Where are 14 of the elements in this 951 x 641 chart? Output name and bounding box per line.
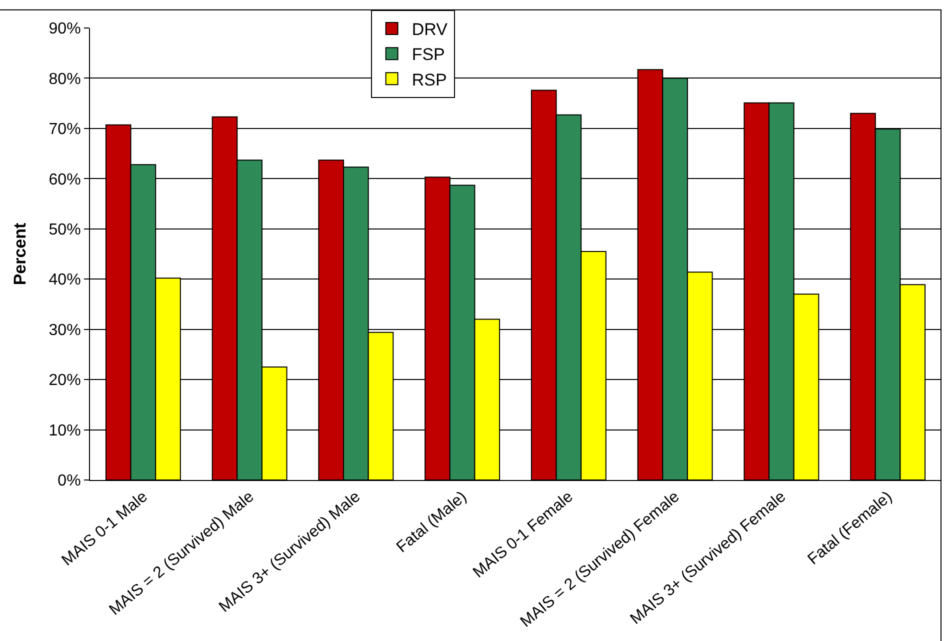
legend-label: DRV bbox=[412, 20, 448, 40]
y-axis-title: Percent bbox=[10, 222, 30, 286]
y-tick-label: 70% bbox=[48, 121, 81, 138]
y-tick-label: 0% bbox=[58, 472, 81, 490]
y-tick-label: 30% bbox=[48, 322, 81, 339]
legend-label: RSP bbox=[412, 70, 447, 90]
y-tick-label: 40% bbox=[48, 272, 81, 289]
y-tick-label: 20% bbox=[48, 372, 81, 390]
y-tick-label: 60% bbox=[48, 171, 81, 188]
y-tick-label: 80% bbox=[48, 70, 81, 88]
y-tick-label: 10% bbox=[48, 422, 81, 440]
y-tick-label: 90% bbox=[48, 20, 81, 38]
y-tick-label: 50% bbox=[48, 221, 81, 238]
legend-label: FSP bbox=[412, 45, 445, 64]
